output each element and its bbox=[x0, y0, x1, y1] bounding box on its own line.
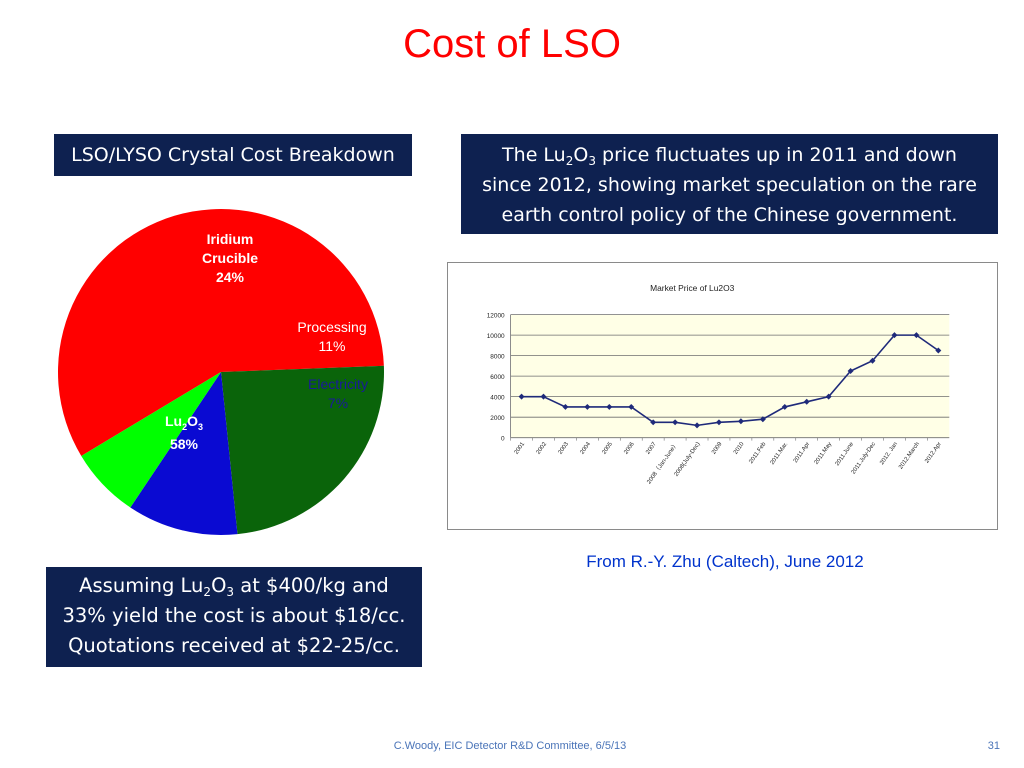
pie-slice bbox=[130, 372, 238, 535]
pie-chart: Lu2O3 58% Iridium Crucible 24% Processing 11% E… bbox=[57, 208, 384, 535]
x-tick-label: 2009 bbox=[711, 441, 724, 456]
pie-slice-label: Electricity 7% bbox=[308, 376, 368, 411]
pie-slice bbox=[221, 365, 384, 535]
x-tick-label: 2003 bbox=[558, 441, 571, 456]
slide-title: Cost of LSO bbox=[403, 22, 621, 66]
price-note-text: O bbox=[573, 144, 589, 166]
footer-text: C.Woody, EIC Detector R&D Committee, 6/5… bbox=[393, 740, 627, 752]
x-tick-label: 2007 bbox=[645, 441, 657, 455]
pie-slice bbox=[81, 372, 221, 508]
pie-slice-label: Processing 11% bbox=[297, 319, 366, 354]
x-tick-label: 2012. Jan bbox=[879, 441, 899, 466]
data-point bbox=[847, 368, 854, 374]
cost-note-text: at $400/kg and bbox=[234, 574, 389, 597]
subscript: 3 bbox=[226, 585, 235, 599]
data-point bbox=[935, 347, 942, 354]
pie-slice-label: Lu2O3 58% bbox=[165, 413, 203, 452]
y-tick-label: 4000 bbox=[490, 395, 505, 402]
cost-note-line-3: Quotations received at $22-25/cc. bbox=[68, 634, 400, 657]
x-tick-label: 2011.Apr bbox=[793, 441, 811, 464]
line-chart: Market Price of Lu2O3 0 2000 4000 6000 8000 10… bbox=[447, 262, 998, 530]
source-note: From R.-Y. Zhu (Caltech), June 2012 bbox=[586, 552, 864, 571]
y-tick-label: 8000 bbox=[490, 354, 505, 361]
cost-note-line-2: 33% yield the cost is about $18/cc. bbox=[62, 604, 406, 627]
cost-note-text: Assuming Lu bbox=[79, 574, 204, 597]
page-number: 31 bbox=[987, 740, 1000, 752]
data-point bbox=[606, 403, 613, 410]
data-point bbox=[518, 393, 525, 400]
x-tick-label: 2011.May bbox=[814, 441, 834, 465]
data-point bbox=[781, 403, 788, 410]
data-point bbox=[672, 419, 679, 426]
y-tick-label: 10000 bbox=[487, 333, 505, 340]
y-tick-label: 0 bbox=[501, 436, 505, 443]
x-tick-label: 2005 bbox=[601, 441, 614, 456]
x-tick-label: 2012.March bbox=[898, 441, 921, 470]
x-tick-label: 2001 bbox=[514, 441, 527, 456]
price-note-text: price fluctuates up in 2011 and down bbox=[595, 144, 957, 166]
cost-note-line-1: Assuming Lu2O3 at $400/kg and bbox=[46, 571, 422, 601]
subscript: 2 bbox=[565, 154, 574, 168]
x-tick-label: 2011.July-Dec bbox=[851, 441, 877, 475]
y-tick-label: 2000 bbox=[490, 415, 505, 422]
data-point bbox=[803, 398, 810, 405]
cost-note-text: O bbox=[211, 574, 227, 597]
price-note-line-1: The Lu2O3 price fluctuates up in 2011 an… bbox=[461, 140, 998, 170]
data-point bbox=[628, 403, 635, 410]
cost-note-box: Assuming Lu2O3 at $400/kg and 33% yield … bbox=[46, 567, 422, 667]
subscript: 2 bbox=[203, 585, 212, 599]
pie-slice-label: Iridium Crucible 24% bbox=[202, 231, 258, 285]
x-tick-label: 2012.Apr bbox=[924, 441, 943, 464]
x-tick-label: 2011.June bbox=[835, 441, 856, 467]
x-tick-label: 2006 bbox=[623, 441, 636, 456]
pie-chart-heading: LSO/LYSO Crystal Cost Breakdown bbox=[54, 134, 412, 176]
x-tick-label: 2011.Feb bbox=[748, 441, 767, 465]
x-tick-label: 2004 bbox=[579, 441, 592, 456]
price-note-line-3: earth control policy of the Chinese gove… bbox=[501, 204, 958, 226]
x-tick-label: 2010 bbox=[733, 441, 746, 456]
price-note-text: The Lu bbox=[502, 144, 566, 166]
y-tick-label: 12000 bbox=[487, 313, 505, 320]
line-chart-title: Market Price of Lu2O3 bbox=[650, 283, 735, 293]
series-line bbox=[521, 334, 939, 427]
subscript: 3 bbox=[588, 154, 596, 168]
data-point bbox=[650, 419, 657, 426]
x-tick-label: 2011.Mar. bbox=[770, 441, 790, 466]
price-note-box: The Lu2O3 price fluctuates up in 2011 an… bbox=[461, 134, 998, 234]
price-note-line-2: since 2012, showing market speculation o… bbox=[482, 174, 977, 196]
x-tick-label: 2002 bbox=[536, 441, 548, 455]
pie-slice bbox=[57, 208, 384, 456]
y-tick-label: 6000 bbox=[490, 374, 505, 381]
